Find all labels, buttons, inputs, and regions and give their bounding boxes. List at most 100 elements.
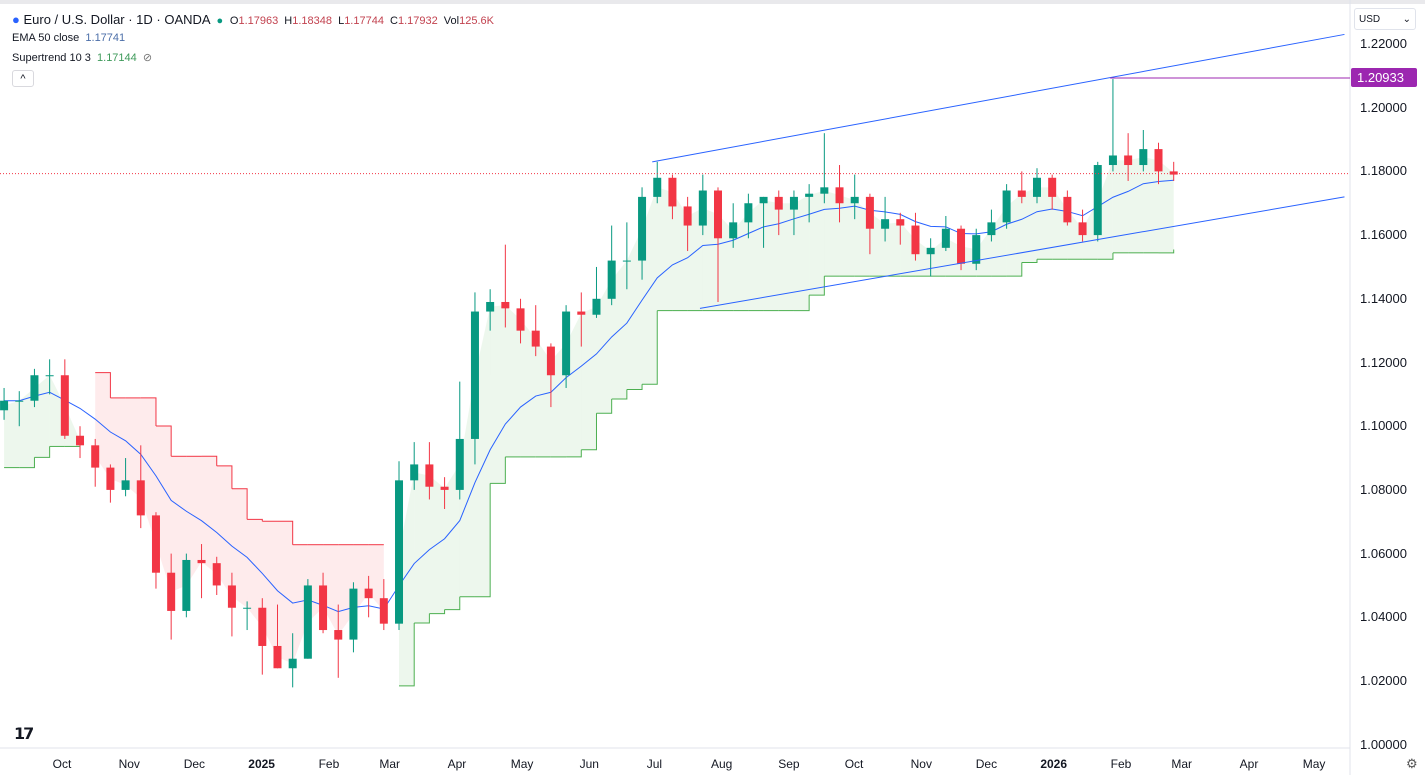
collapse-legend-button[interactable]: ^	[12, 70, 34, 87]
eye-off-icon[interactable]: ⊘	[139, 52, 153, 64]
supertrend-line	[809, 276, 825, 296]
close-label: C	[390, 15, 398, 27]
ema-legend[interactable]: EMA 50 close 1.17741	[12, 32, 125, 44]
x-tick-label: Nov	[910, 757, 932, 771]
candle-body	[167, 572, 176, 611]
open-value: 1.17963	[238, 15, 279, 27]
candle-body	[1108, 155, 1117, 166]
candle-body	[896, 219, 905, 226]
candle-body	[1154, 149, 1163, 172]
x-tick-label: 2025	[248, 757, 275, 771]
candle-body	[653, 177, 662, 197]
candle-body	[729, 222, 738, 239]
supertrend-fill	[809, 190, 825, 296]
x-tick-label: Aug	[710, 757, 733, 771]
candle-body	[714, 190, 722, 239]
open-label: O	[229, 15, 239, 27]
low-value: 1.17744	[344, 15, 384, 27]
supertrend-line	[642, 310, 658, 385]
currency-select[interactable]: USD ⌄	[1354, 8, 1416, 30]
supertrend-fill	[201, 456, 217, 575]
supertrend-line	[399, 622, 415, 687]
x-tick-label: May	[1302, 757, 1326, 771]
y-tick-label: 1.10000	[1360, 418, 1407, 434]
candle-body	[440, 486, 449, 490]
currency-label: USD	[1359, 14, 1381, 25]
supertrend-fill	[1036, 187, 1053, 260]
supertrend-fill	[657, 187, 673, 311]
candle-body	[835, 187, 844, 204]
supertrend-fill	[277, 521, 293, 664]
candle-body	[607, 260, 616, 299]
supertrend-line	[140, 397, 157, 426]
candle-body	[455, 438, 464, 490]
candle-body	[425, 464, 434, 487]
ema-50-line	[4, 179, 1174, 613]
supertrend-fill	[1128, 157, 1144, 253]
candle-body	[243, 607, 252, 609]
candle-body	[273, 645, 282, 669]
supertrend-fill	[687, 208, 703, 311]
supertrend-fill	[292, 544, 308, 664]
candle-body	[668, 177, 677, 207]
supertrend-fill	[1112, 160, 1129, 253]
symbol-title[interactable]: Euro / U.S. Dollar · 1D · OANDA	[23, 12, 210, 27]
candle-body	[759, 196, 768, 204]
volume-value: 125.6K	[459, 15, 494, 27]
ema-label: EMA 50 close	[12, 32, 80, 44]
supertrend-line	[474, 483, 491, 598]
supertrend-line	[95, 372, 111, 398]
y-tick-label: 1.12000	[1360, 354, 1407, 370]
candle-body	[546, 346, 555, 376]
candle-body	[349, 588, 358, 640]
candle-body	[227, 585, 236, 608]
candle-body	[121, 480, 130, 490]
market-status-icon: ●	[213, 15, 227, 27]
candle-body	[820, 187, 829, 194]
x-tick-label: Apr	[447, 757, 467, 771]
supertrend-fill	[19, 387, 35, 468]
supertrend-line	[429, 609, 446, 615]
x-tick-label: Sep	[778, 757, 800, 771]
x-tick-label: Oct	[844, 757, 864, 771]
y-tick-label: 1.06000	[1360, 545, 1407, 561]
x-tick-label: Nov	[118, 757, 140, 771]
candle-body	[531, 330, 540, 347]
close-value: 1.17932	[397, 15, 438, 27]
supertrend-fill	[976, 228, 992, 277]
candle-body	[1093, 165, 1102, 236]
supertrend-fill	[505, 305, 521, 457]
supertrend-line	[155, 425, 172, 457]
candle-body	[319, 585, 328, 631]
y-tick-label: 1.04000	[1360, 609, 1407, 625]
candle-body	[592, 298, 601, 315]
supertrend-line	[1021, 259, 1038, 264]
low-label: L	[338, 15, 345, 27]
supertrend-fill	[763, 200, 779, 311]
candle-body	[151, 515, 160, 573]
supertrend-fill	[793, 195, 810, 311]
candle-body	[562, 311, 571, 376]
y-tick-label: 1.00000	[1360, 736, 1407, 752]
candle-body	[486, 301, 495, 312]
y-tick-label: 1.08000	[1360, 481, 1407, 497]
high-label: H	[284, 15, 293, 27]
candle-body	[577, 311, 586, 315]
x-tick-label: Dec	[183, 757, 206, 771]
candle-body	[638, 196, 647, 261]
supertrend-line	[201, 455, 218, 466]
candle-body	[972, 235, 981, 264]
candle-body	[911, 225, 920, 255]
supertrend-value: 1.17144	[97, 52, 137, 64]
candle-body	[501, 301, 510, 309]
supertrend-legend[interactable]: Supertrend 10 3 1.17144 ⊘	[12, 51, 152, 64]
settings-gear-icon[interactable]: ⚙	[1406, 756, 1418, 771]
tradingview-logo[interactable]: 𝟭𝟳	[14, 726, 34, 743]
supertrend-line	[1006, 262, 1023, 277]
supertrend-line	[216, 465, 233, 489]
supertrend-fill	[748, 200, 764, 311]
candle-body	[789, 196, 798, 210]
candle-body	[881, 219, 890, 229]
candle-body	[926, 247, 935, 255]
